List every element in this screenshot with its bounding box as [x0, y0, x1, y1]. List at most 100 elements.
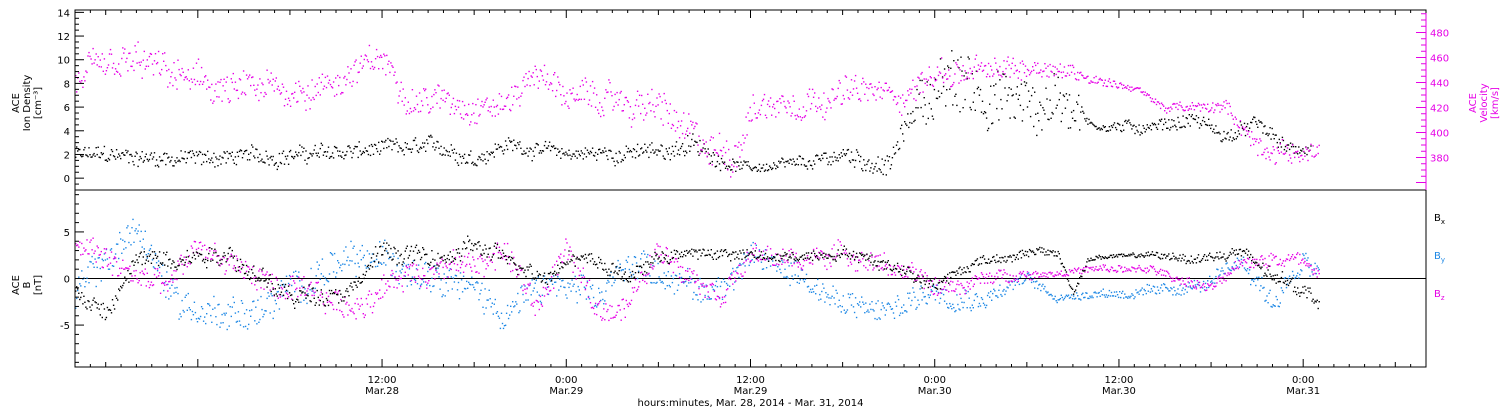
velocity-point [1200, 104, 1203, 106]
bz-point [1045, 275, 1047, 278]
velocity-point [954, 73, 956, 75]
velocity-point [1166, 112, 1168, 114]
bz-point [909, 266, 911, 268]
by-point [488, 289, 490, 291]
velocity-point [423, 88, 425, 90]
velocity-point [1062, 71, 1065, 73]
by-point [846, 309, 849, 311]
density-point [938, 96, 941, 98]
density-point [981, 100, 984, 102]
density-point [145, 153, 147, 155]
by-point [176, 286, 178, 289]
density-point [373, 143, 376, 146]
bz-point [1304, 260, 1306, 263]
bz-point [669, 261, 671, 263]
by-point [822, 283, 824, 285]
by-point [716, 286, 719, 288]
density-point [1116, 122, 1119, 125]
velocity-point [352, 80, 354, 83]
bz-point [358, 308, 360, 310]
by-point [870, 308, 872, 311]
bz-point [698, 287, 700, 290]
bz-point [759, 258, 762, 261]
bz-point [76, 244, 78, 247]
bx-point [91, 304, 93, 306]
bz-point [915, 268, 917, 270]
velocity-point [143, 50, 145, 53]
density-point [278, 152, 281, 155]
velocity-point [771, 114, 773, 116]
density-point [306, 163, 308, 165]
density-point [353, 148, 355, 150]
bz-point [478, 272, 480, 274]
bz-point [1191, 281, 1193, 283]
velocity-point [1204, 107, 1207, 110]
velocity-point [763, 93, 766, 96]
density-point [1079, 129, 1081, 131]
by-point [170, 295, 172, 297]
velocity-point [733, 165, 735, 168]
by-point [487, 299, 489, 301]
density-point [360, 154, 362, 156]
bz-point [908, 265, 910, 268]
density-point [823, 152, 825, 154]
by-point [649, 275, 651, 277]
bz-point [765, 249, 768, 251]
velocity-point [429, 111, 431, 113]
velocity-point [540, 70, 543, 72]
bz-point [992, 282, 994, 285]
density-point [164, 152, 166, 154]
bz-point [246, 265, 249, 268]
bz-point [1292, 258, 1295, 260]
bz-point [599, 300, 601, 303]
by-point [1294, 277, 1296, 280]
velocity-point [1089, 82, 1091, 84]
density-point [444, 154, 446, 156]
density-point [763, 170, 766, 172]
by-point [621, 269, 623, 271]
density-point [771, 168, 773, 171]
bz-point [489, 260, 491, 262]
density-point [569, 154, 571, 156]
density-point [948, 66, 950, 69]
by-point [225, 312, 227, 314]
bx-point [184, 261, 186, 264]
density-point [481, 153, 483, 155]
density-point [657, 149, 659, 151]
density-point [1203, 121, 1206, 123]
bz-point [366, 303, 369, 305]
velocity-point [777, 100, 779, 102]
by-point [140, 230, 142, 233]
density-point [1282, 139, 1285, 142]
velocity-point [690, 120, 692, 122]
bz-point [100, 250, 102, 253]
bz-point [1035, 270, 1037, 273]
by-point [1303, 254, 1305, 257]
by-point [142, 238, 144, 240]
density-point [1136, 129, 1138, 132]
bz-point [1309, 265, 1311, 267]
bx-point [155, 257, 158, 259]
velocity-point [912, 79, 914, 81]
density-point [918, 93, 920, 95]
velocity-point [478, 115, 480, 117]
bz-point [281, 288, 284, 290]
density-point [1224, 137, 1226, 139]
velocity-point [987, 62, 990, 65]
by-point [362, 256, 364, 259]
density-point [146, 158, 148, 160]
velocity-point [1086, 76, 1088, 78]
bz-point [545, 288, 548, 291]
velocity-point [1257, 154, 1259, 157]
velocity-point [848, 98, 851, 100]
by-point [238, 320, 241, 322]
bz-point [730, 278, 732, 281]
bz-point [128, 268, 130, 270]
velocity-point [902, 94, 904, 96]
velocity-point [1231, 114, 1233, 117]
by-point [836, 292, 838, 294]
bz-point [1138, 264, 1140, 267]
by-point [743, 253, 745, 255]
velocity-point [511, 86, 513, 88]
bz-point [1247, 258, 1250, 260]
